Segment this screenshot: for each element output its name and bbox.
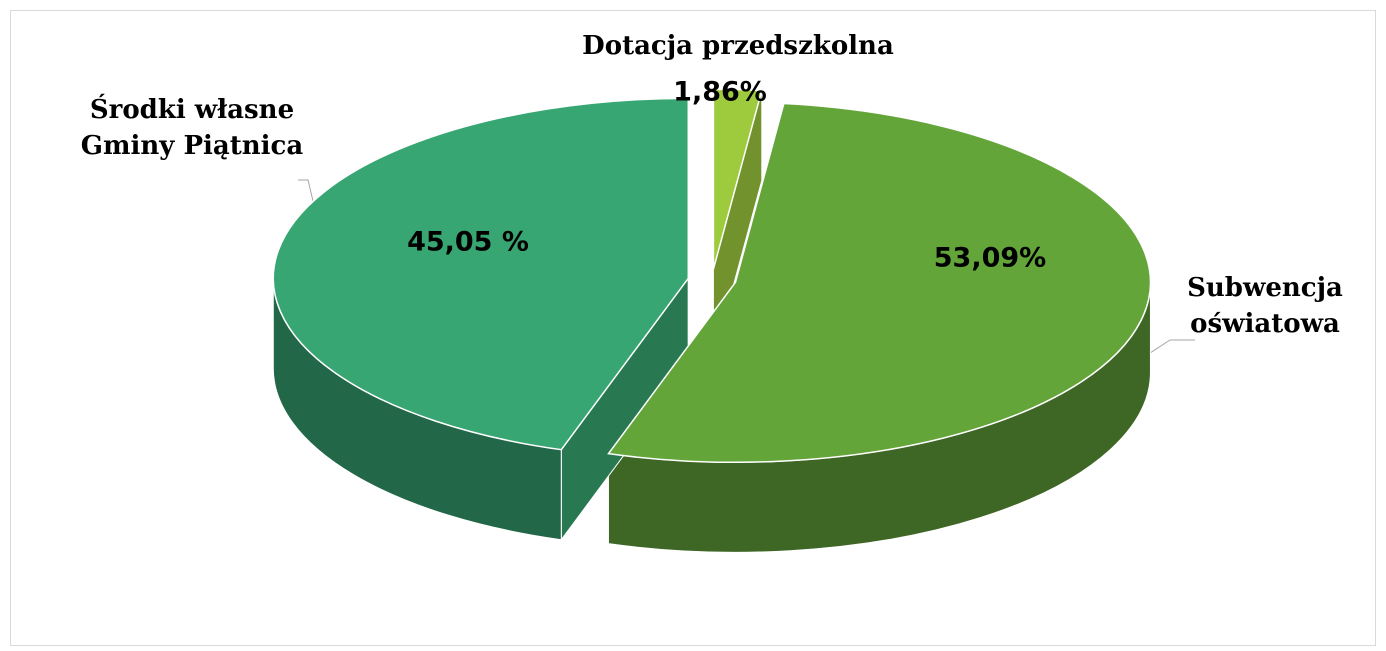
- data-label: 1,86%: [673, 76, 767, 108]
- pie-slice: [272, 97, 690, 451]
- data-label: 45,05 %: [407, 226, 529, 258]
- category-label: Dotacja przedszkolna: [582, 31, 894, 61]
- category-label: Środki własne Gminy Piątnica: [80, 95, 304, 161]
- category-label: Subwencja oświatowa: [1187, 273, 1343, 339]
- slice-tops: [272, 88, 1152, 464]
- pie-slice: [712, 88, 763, 270]
- pie-slice: [607, 102, 1152, 464]
- data-label: 53,09%: [933, 242, 1047, 274]
